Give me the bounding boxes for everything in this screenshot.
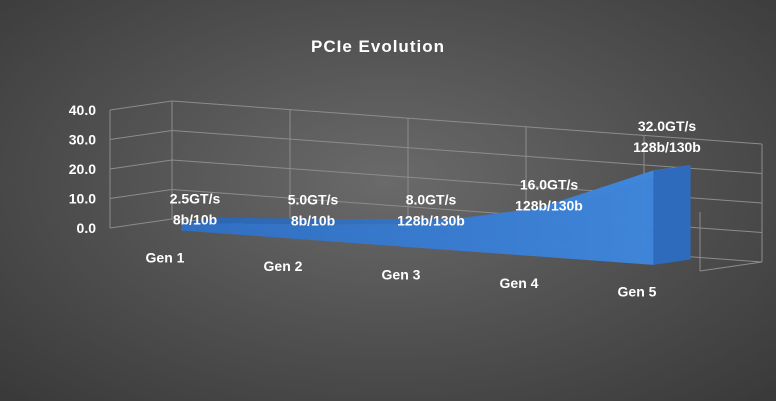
series-area [181,165,691,265]
x-tick-label: Gen 2 [264,258,303,274]
data-label: 16.0GT/s 128b/130b [515,176,583,213]
data-label: 5.0GT/s 8b/10b [288,192,339,229]
data-label: 32.0GT/s 128b/130b [633,118,701,155]
area-side-face [653,165,691,265]
y-tick-label: 20.0 [69,161,96,177]
gridlines [109,100,763,272]
y-axis: 0.0 10.0 20.0 30.0 40.0 [69,102,96,236]
x-axis: Gen 1 Gen 2 Gen 3 Gen 4 Gen 5 [146,249,657,299]
x-tick-label: Gen 1 [146,249,185,265]
data-label: 2.5GT/s 8b/10b [170,190,221,227]
y-tick-label: 40.0 [69,102,96,118]
y-tick-label: 10.0 [69,191,96,207]
x-tick-label: Gen 5 [618,284,657,300]
data-label: 8.0GT/s 128b/130b [397,191,465,228]
area-front-face [181,170,654,265]
y-tick-label: 30.0 [69,132,96,148]
data-labels: 2.5GT/s 8b/10b 5.0GT/s 8b/10b 8.0GT/s 128b/13… [170,118,701,229]
y-tick-label: 0.0 [77,220,97,236]
x-tick-label: Gen 3 [382,267,421,283]
chart-title: PCIe Evolution [311,37,445,56]
axis-edge [699,261,763,272]
x-tick-label: Gen 4 [500,275,539,291]
